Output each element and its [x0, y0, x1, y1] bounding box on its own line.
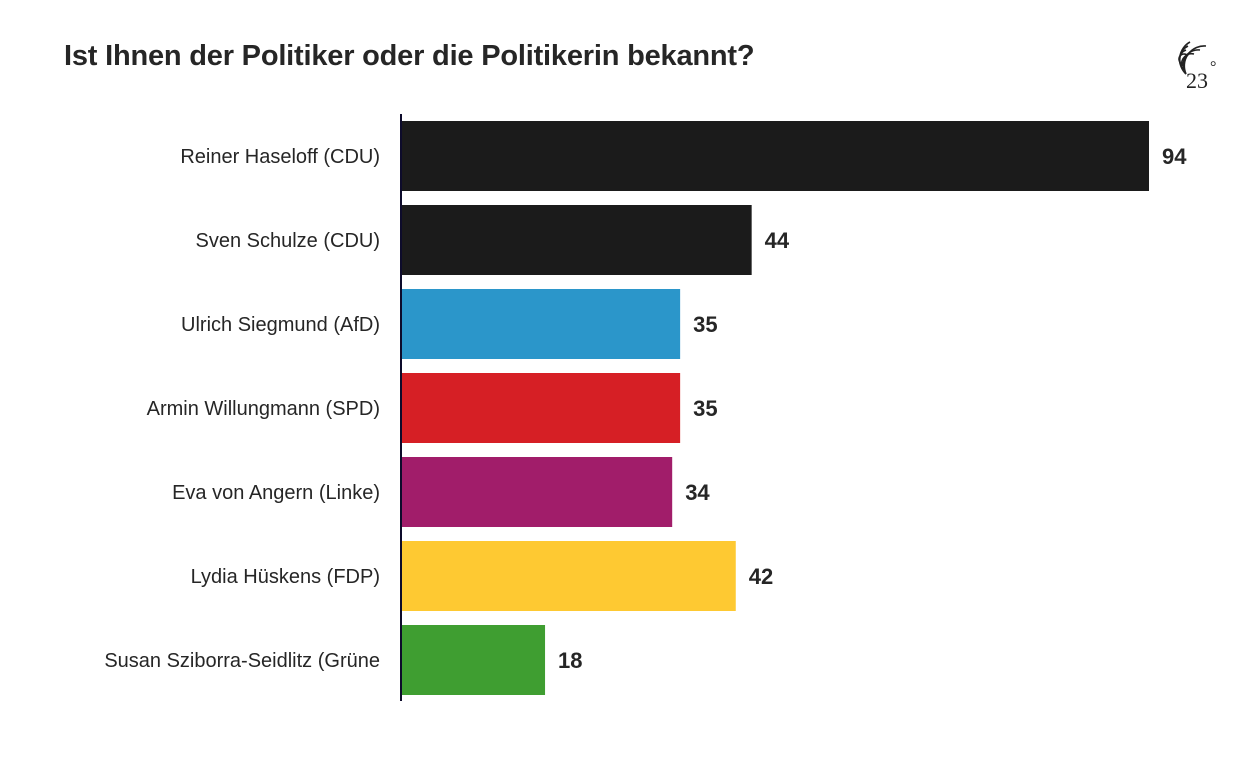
category-label: Eva von Angern (Linke) [172, 482, 380, 504]
bar-6 [402, 625, 546, 695]
category-label: Armin Willungmann (SPD) [147, 398, 380, 420]
bar-5 [402, 541, 736, 611]
bar-4 [402, 457, 673, 527]
category-label: Reiner Haseloff (CDU) [180, 146, 380, 168]
value-label: 34 [685, 480, 710, 505]
value-label: 18 [558, 648, 582, 673]
value-label: 44 [765, 228, 790, 253]
category-label: Sven Schulze (CDU) [195, 230, 380, 252]
signal-waves-icon: 23 ° [1178, 41, 1216, 93]
value-label: 42 [749, 564, 773, 589]
logo-number: 23 [1186, 68, 1208, 92]
category-label: Ulrich Siegmund (AfD) [181, 314, 380, 336]
category-label: Susan Sziborra-Seidlitz (Grüne [104, 650, 380, 672]
value-label: 94 [1162, 144, 1187, 169]
bars-group: Reiner Haseloff (CDU) 94 Sven Schulze (CDU… [104, 121, 1187, 695]
brand-logo: 23 ° [1160, 36, 1224, 93]
bar-3 [402, 373, 681, 443]
bar-0 [402, 121, 1149, 191]
logo-degree: ° [1210, 59, 1216, 76]
category-label: Lydia Hüskens (FDP) [191, 566, 380, 588]
value-label: 35 [693, 312, 717, 337]
bar-2 [402, 289, 681, 359]
bar-1 [402, 205, 752, 275]
value-label: 35 [693, 396, 717, 421]
chart-title: Ist Ihnen der Politiker oder die Politik… [64, 40, 755, 72]
